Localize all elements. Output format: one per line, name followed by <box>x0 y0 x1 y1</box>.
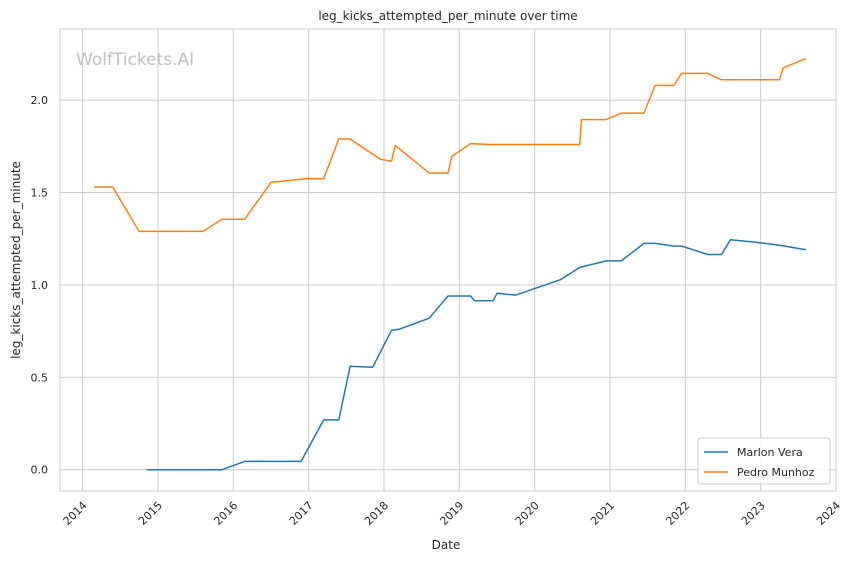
x-tick-label: 2018 <box>362 499 391 528</box>
y-tick-label: 2.0 <box>31 94 49 107</box>
x-tick-label: 2020 <box>513 499 542 528</box>
legend-box <box>697 437 831 485</box>
x-axis-label: Date <box>432 538 461 552</box>
x-tick-label: 2021 <box>588 499 617 528</box>
x-tick-label: 2015 <box>136 499 165 528</box>
y-tick-label: 1.5 <box>31 187 49 200</box>
chart-title: leg_kicks_attempted_per_minute over time <box>318 9 577 23</box>
y-tick-label: 1.0 <box>31 279 49 292</box>
watermark-text: WolfTickets.AI <box>76 50 194 70</box>
x-tick-label: 2023 <box>739 499 768 528</box>
series-line-marlon-vera <box>146 238 807 471</box>
y-tick-label: 0.0 <box>31 464 49 477</box>
series-line-pedro-munhoz <box>93 57 807 233</box>
x-tick-label: 2017 <box>287 499 316 528</box>
plot-background <box>59 28 837 492</box>
series-lines <box>93 57 807 471</box>
x-tick-label: 2014 <box>61 499 90 528</box>
legend-label-pedro-munhoz: Pedro Munhoz <box>737 466 815 479</box>
x-tick-label: 2022 <box>663 499 692 528</box>
legend-label-marlon-vera: Marlon Vera <box>737 446 803 459</box>
x-tick-label: 2019 <box>437 499 466 528</box>
legend: Marlon Vera Pedro Munhoz <box>697 437 831 485</box>
y-tick-label: 0.5 <box>31 371 49 384</box>
x-tick-label: 2024 <box>814 499 843 528</box>
y-axis-label: leg_kicks_attempted_per_minute <box>9 161 23 359</box>
x-tick-label: 2016 <box>211 499 240 528</box>
